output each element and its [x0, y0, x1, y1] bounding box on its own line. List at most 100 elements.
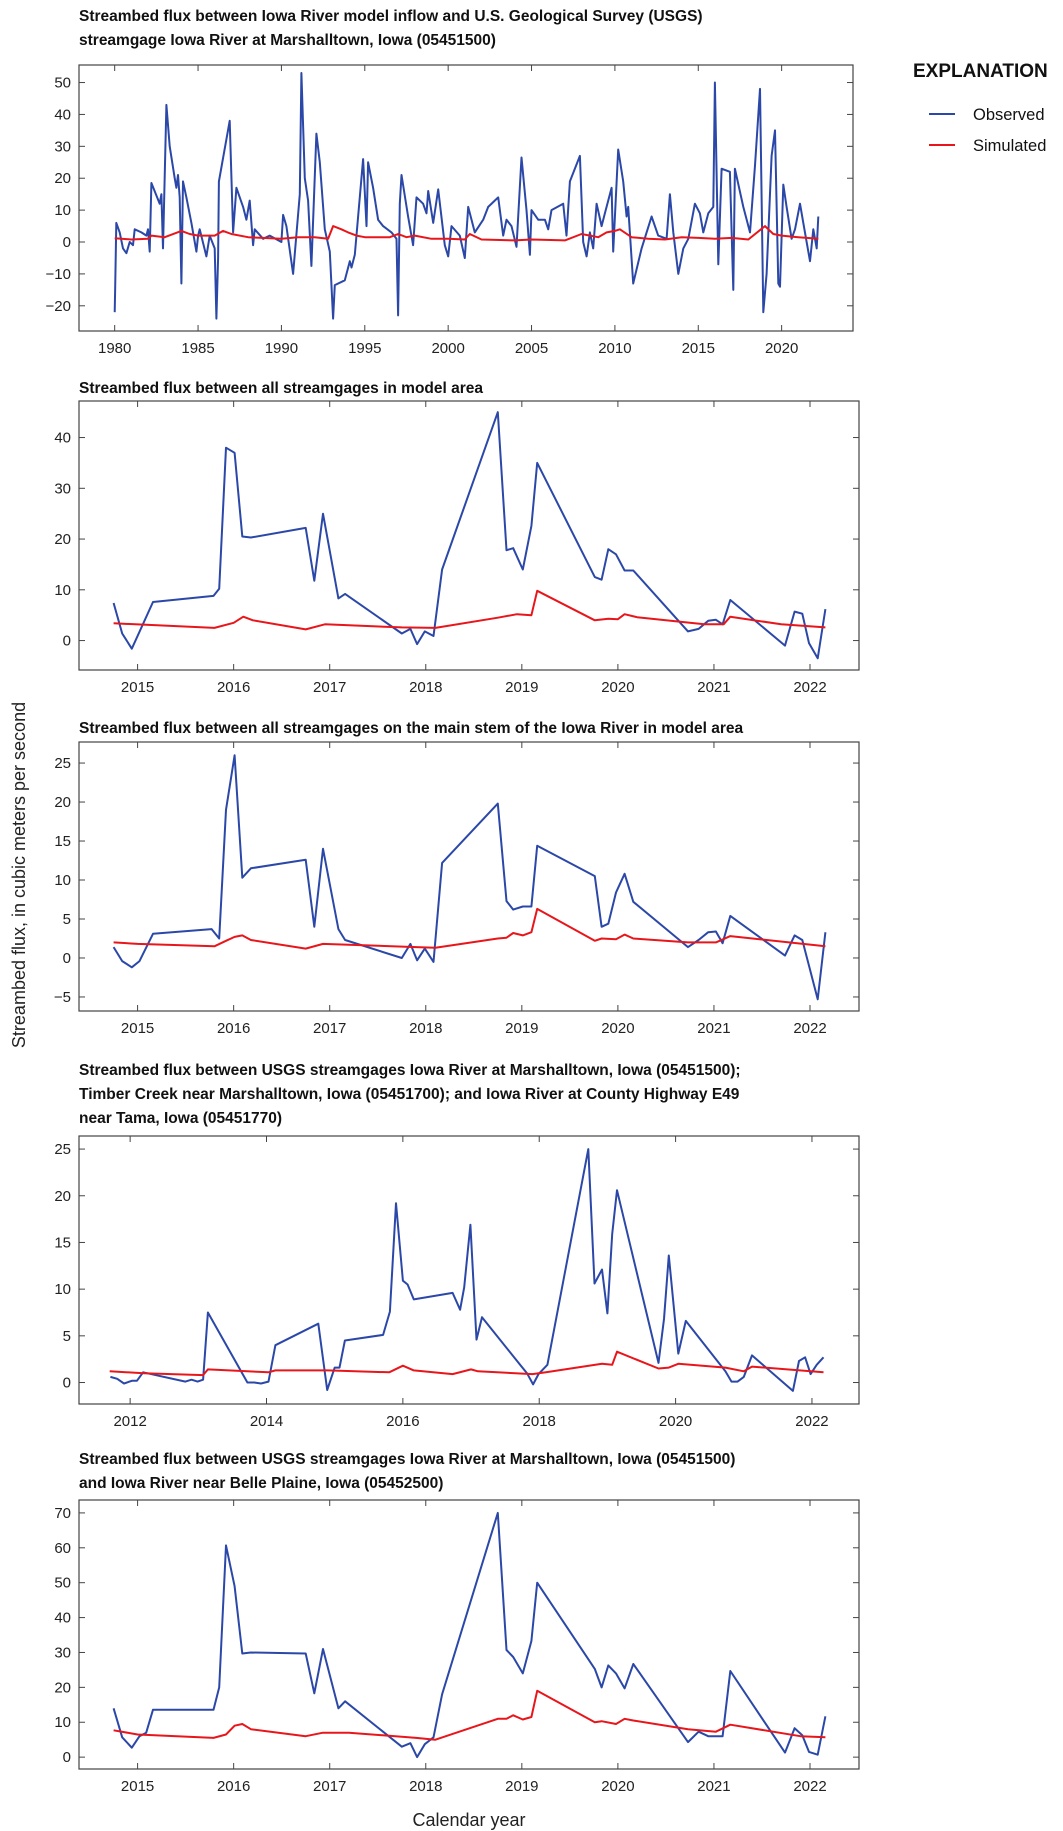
y-tick-label: 30 [54, 138, 71, 155]
x-tick-label: 2016 [217, 1778, 250, 1795]
y-tick-label: 20 [54, 1679, 71, 1696]
series-line-simulated [114, 225, 819, 242]
x-tick-label: 2015 [121, 679, 154, 696]
legend-label-simulated: Simulated [973, 137, 1046, 155]
x-tick-label: 1980 [98, 340, 131, 357]
y-axis-label: Streambed flux, in cubic meters per seco… [9, 702, 29, 1048]
series-line-observed [112, 1511, 827, 1759]
y-tick-label: 0 [63, 633, 71, 650]
x-tick-label: 1985 [181, 340, 214, 357]
chart-title: Streambed flux between USGS streamgages … [79, 1062, 741, 1079]
chart-panel-1: Streambed flux between Iowa River model … [46, 8, 854, 357]
chart-panel-4: Streambed flux between USGS streamgages … [54, 1062, 860, 1430]
y-tick-label: 15 [54, 1234, 71, 1251]
y-tick-label: 5 [63, 911, 71, 928]
x-tick-label: 2019 [505, 679, 538, 696]
x-tick-label: 2017 [313, 1778, 346, 1795]
x-tick-label: 2014 [250, 1413, 283, 1430]
y-tick-label: 50 [54, 75, 71, 92]
x-tick-label: 2022 [793, 1778, 826, 1795]
x-tick-label: 2015 [121, 1778, 154, 1795]
x-tick-label: 2018 [523, 1413, 556, 1430]
x-tick-label: 2020 [601, 679, 634, 696]
y-tick-label: 40 [54, 106, 71, 123]
y-tick-label: 15 [54, 833, 71, 850]
series-line-simulated [113, 589, 826, 631]
x-tick-label: 1995 [348, 340, 381, 357]
legend-title: EXPLANATION [913, 61, 1048, 82]
y-tick-label: −5 [54, 989, 71, 1006]
y-tick-label: 0 [63, 234, 71, 251]
y-tick-label: −10 [46, 266, 71, 283]
y-tick-label: 20 [54, 170, 71, 187]
chart-panel-2: Streambed flux between all streamgages i… [54, 380, 860, 696]
plot-frame [78, 1499, 860, 1770]
x-tick-label: 2020 [601, 1020, 634, 1037]
x-tick-label: 2020 [659, 1413, 692, 1430]
y-tick-label: 40 [54, 430, 71, 447]
series-line-observed [113, 72, 820, 320]
series-line-observed [112, 754, 827, 1001]
y-tick-label: 30 [54, 480, 71, 497]
chart-title: Streambed flux between USGS streamgages … [79, 1451, 735, 1468]
x-tick-label: 2018 [409, 1020, 442, 1037]
x-tick-label: 2020 [765, 340, 798, 357]
x-tick-label: 2021 [697, 679, 730, 696]
x-tick-label: 2022 [795, 1413, 828, 1430]
x-tick-label: 2021 [697, 1020, 730, 1037]
y-tick-label: 0 [63, 1375, 71, 1392]
x-tick-label: 2017 [313, 679, 346, 696]
y-tick-label: 10 [54, 202, 71, 219]
x-axis-label: Calendar year [412, 1810, 525, 1830]
x-tick-label: 2000 [431, 340, 464, 357]
y-tick-label: 10 [54, 1281, 71, 1298]
x-tick-label: 2016 [217, 1020, 250, 1037]
x-tick-label: 2017 [313, 1020, 346, 1037]
x-tick-label: 2012 [113, 1413, 146, 1430]
legend: EXPLANATION Observed Simulated [913, 61, 1048, 155]
chart-panel-3: Streambed flux between all streamgages o… [54, 720, 860, 1037]
y-tick-label: 20 [54, 531, 71, 548]
y-tick-label: 30 [54, 1644, 71, 1661]
y-tick-label: 0 [63, 950, 71, 967]
legend-label-observed: Observed [973, 106, 1045, 124]
y-tick-label: 10 [54, 872, 71, 889]
chart-title: Streambed flux between Iowa River model … [79, 8, 703, 25]
y-tick-label: 60 [54, 1540, 71, 1557]
chart-title: near Tama, Iowa (05451770) [79, 1110, 282, 1127]
y-tick-label: −20 [46, 298, 71, 315]
series-line-simulated [113, 1689, 826, 1741]
x-tick-label: 2016 [386, 1413, 419, 1430]
x-tick-label: 2021 [697, 1778, 730, 1795]
x-tick-label: 2018 [409, 1778, 442, 1795]
chart-panel-5: Streambed flux between USGS streamgages … [54, 1451, 860, 1795]
series-line-simulated [113, 907, 826, 950]
plot-frame [78, 1135, 860, 1405]
x-tick-label: 2019 [505, 1778, 538, 1795]
y-tick-label: 70 [54, 1505, 71, 1522]
x-tick-label: 2022 [793, 679, 826, 696]
y-tick-label: 10 [54, 582, 71, 599]
series-line-simulated [109, 1350, 824, 1377]
x-tick-label: 2022 [793, 1020, 826, 1037]
plot-frame [78, 400, 860, 671]
plot-frame [78, 64, 854, 332]
y-tick-label: 50 [54, 1575, 71, 1592]
y-tick-label: 0 [63, 1749, 71, 1766]
x-tick-label: 2020 [601, 1778, 634, 1795]
y-tick-label: 10 [54, 1714, 71, 1731]
x-tick-label: 2015 [682, 340, 715, 357]
x-tick-label: 2005 [515, 340, 548, 357]
series-line-observed [110, 1148, 825, 1392]
x-tick-label: 2019 [505, 1020, 538, 1037]
x-tick-label: 2016 [217, 679, 250, 696]
plot-frame [78, 741, 860, 1012]
y-tick-label: 40 [54, 1610, 71, 1627]
y-tick-label: 20 [54, 794, 71, 811]
chart-title: Streambed flux between all streamgages o… [79, 720, 743, 737]
chart-title: Streambed flux between all streamgages i… [79, 380, 483, 397]
y-tick-label: 25 [54, 1141, 71, 1158]
chart-title: streamgage Iowa River at Marshalltown, I… [79, 32, 496, 49]
x-tick-label: 2015 [121, 1020, 154, 1037]
